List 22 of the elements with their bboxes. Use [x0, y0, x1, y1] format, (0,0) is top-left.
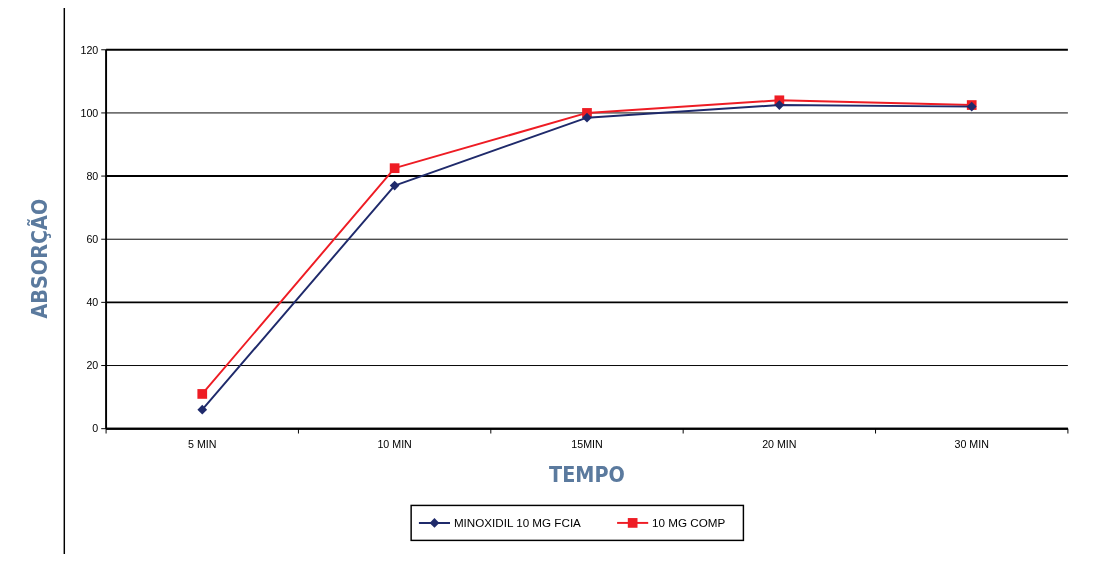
legend-label: MINOXIDIL 10 MG FCIA [453, 515, 582, 529]
y-tick-label: 60 [86, 232, 99, 245]
point [389, 163, 400, 174]
point [389, 180, 400, 191]
point [582, 112, 592, 123]
y-tick-label: 0 [92, 422, 99, 435]
y-tick-label: 120 [80, 43, 99, 56]
x-tick-label: 30 MIN [954, 438, 989, 451]
x-tick-label: 5 MIN [188, 438, 217, 451]
point [774, 100, 785, 110]
x-tick-label: 10 MIN [377, 438, 412, 451]
x-tick-label: 15MIN [571, 438, 603, 451]
y-tick-label: 20 [86, 359, 99, 372]
point [197, 389, 208, 399]
x-axis-title: TEMPO [549, 462, 625, 488]
y-tick-label: 80 [86, 169, 99, 182]
y-tick-label: 100 [80, 106, 99, 119]
x-tick-label: 20 MIN [762, 438, 797, 451]
point [197, 404, 208, 415]
y-tick-label: 40 [86, 296, 99, 309]
y-axis-title: ABSORÇÃO [26, 198, 52, 319]
legend-label: 10 MG COMP [652, 515, 726, 529]
